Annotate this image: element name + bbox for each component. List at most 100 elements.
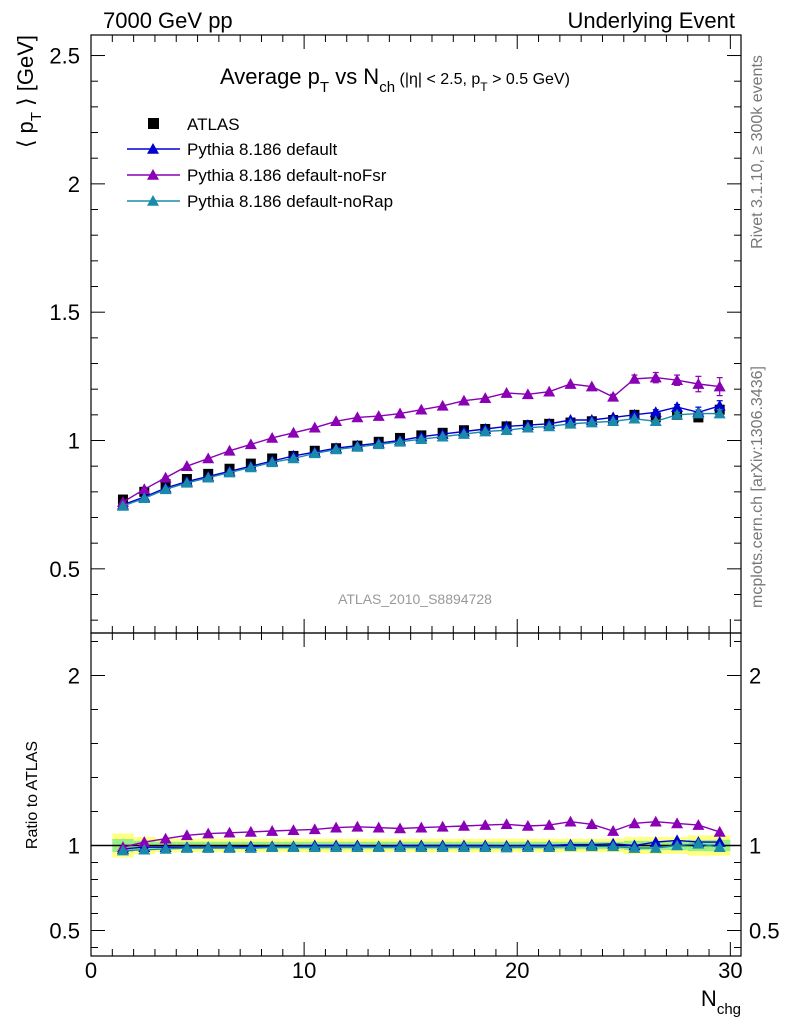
x-tick-label: 30 bbox=[718, 958, 742, 983]
series-point bbox=[671, 374, 684, 385]
legend: ATLAS Pythia 8.186 default Pythia 8.186 de… bbox=[127, 115, 393, 211]
ratio-series-point bbox=[543, 819, 556, 830]
series-point bbox=[372, 410, 385, 421]
y-tick-label: 1 bbox=[68, 429, 80, 454]
series-point bbox=[543, 385, 556, 397]
series-point bbox=[116, 499, 129, 511]
ratio-series-layer bbox=[116, 815, 726, 856]
ratio-series-point bbox=[692, 837, 705, 849]
series-point bbox=[692, 407, 705, 419]
series-point bbox=[692, 378, 705, 389]
ratio-series-point bbox=[713, 841, 726, 852]
series-point bbox=[159, 471, 172, 483]
ratio-series-point bbox=[415, 821, 428, 833]
ratio-series-point bbox=[521, 819, 534, 831]
series-point bbox=[543, 420, 556, 432]
series-point bbox=[564, 417, 577, 429]
ratio-series-point bbox=[564, 815, 577, 827]
series-point bbox=[713, 407, 726, 419]
ratio-series-point bbox=[287, 824, 300, 835]
ratio-series-point bbox=[607, 825, 620, 836]
series-line bbox=[122, 412, 720, 507]
legend-label: Pythia 8.186 default-noFsr bbox=[187, 166, 387, 185]
series-point bbox=[138, 483, 151, 495]
ratio-series-point bbox=[180, 842, 193, 853]
ratio-series-point bbox=[138, 843, 151, 855]
series-point bbox=[138, 492, 151, 504]
ratio-series-point bbox=[692, 819, 705, 830]
ratio-series-point bbox=[500, 818, 513, 830]
series-point bbox=[266, 431, 279, 443]
y-axis-label: ⟨ pT ⟩ [GeV] bbox=[13, 35, 45, 148]
series-point bbox=[479, 392, 492, 403]
ratio-series-point bbox=[351, 820, 364, 832]
series-point bbox=[330, 415, 343, 427]
ratio-series-point bbox=[330, 821, 343, 833]
ratio-y-tick-label-left: 0.5 bbox=[49, 919, 80, 944]
ratio-series-point bbox=[308, 823, 321, 835]
series-point bbox=[628, 412, 641, 424]
ratio-series-point bbox=[116, 844, 129, 856]
ratio-y-tick-label-right: 2 bbox=[749, 664, 761, 689]
series-point bbox=[223, 466, 236, 478]
series-point bbox=[394, 407, 407, 419]
ratio-y-tick-label-left: 1 bbox=[68, 834, 80, 859]
ratio-series-point bbox=[436, 841, 449, 852]
series-point bbox=[671, 401, 684, 412]
ratio-series-point bbox=[564, 840, 577, 852]
ratio-series-point bbox=[628, 842, 641, 853]
ratio-series-point bbox=[308, 841, 321, 852]
series-point bbox=[287, 452, 300, 464]
axis-ticks: 0 10 20 30 0.5 1 1.5 2 2.5 0.5 0.5 1 1 2 2 bbox=[49, 35, 780, 983]
ratio-series-point bbox=[330, 841, 343, 852]
ratio-series-point bbox=[649, 842, 662, 853]
series-point bbox=[159, 483, 172, 495]
x-tick-label: 0 bbox=[85, 958, 97, 983]
ratio-series-point bbox=[671, 839, 684, 851]
series-point bbox=[649, 406, 662, 418]
ratio-series-point bbox=[138, 836, 151, 847]
y-tick-label: 2.5 bbox=[49, 44, 80, 69]
series-point bbox=[457, 394, 470, 406]
ratio-series-point bbox=[180, 829, 193, 841]
series-point bbox=[649, 415, 662, 427]
series-point bbox=[479, 425, 492, 437]
ratio-series-point bbox=[479, 819, 492, 830]
legend-marker bbox=[147, 143, 159, 154]
ratio-series-point bbox=[649, 836, 662, 847]
x-tick-label: 10 bbox=[292, 958, 316, 983]
ratio-series-point bbox=[457, 841, 470, 852]
series-point bbox=[713, 380, 726, 392]
ratio-series-point bbox=[500, 841, 513, 853]
series-point bbox=[585, 380, 598, 392]
ratio-series-point bbox=[415, 841, 428, 852]
ratio-y-axis-label: Ratio to ATLAS bbox=[24, 741, 41, 849]
ratio-series-point bbox=[628, 817, 641, 829]
ratio-series-point bbox=[607, 840, 620, 852]
ratio-series-point bbox=[585, 840, 598, 852]
ratio-series-point bbox=[266, 841, 279, 852]
side-text-mcplots: mcplots.cern.ch [arXiv:1306.3436] bbox=[749, 366, 766, 608]
ratio-panel-frame bbox=[90, 632, 742, 957]
series-point bbox=[671, 408, 684, 420]
ratio-y-tick-label-right: 1 bbox=[749, 834, 761, 859]
ratio-series-point bbox=[159, 832, 172, 844]
series-point bbox=[180, 476, 193, 488]
series-point bbox=[308, 421, 321, 433]
ratio-series-point bbox=[479, 841, 492, 852]
series-point bbox=[628, 372, 641, 384]
series-point bbox=[500, 387, 513, 398]
series-layer bbox=[116, 371, 726, 511]
ratio-series-point bbox=[223, 826, 236, 838]
ratio-series-point bbox=[202, 842, 215, 853]
legend-marker bbox=[147, 169, 159, 180]
series-point bbox=[372, 438, 385, 450]
series-point bbox=[351, 440, 364, 452]
y-tick-label: 0.5 bbox=[49, 557, 80, 582]
series-point bbox=[713, 399, 726, 411]
series-point bbox=[564, 378, 577, 389]
ratio-series-point bbox=[671, 817, 684, 829]
series-point bbox=[308, 447, 321, 459]
series-point bbox=[202, 452, 215, 464]
ratio-y-tick-label-right: 0.5 bbox=[749, 919, 780, 944]
